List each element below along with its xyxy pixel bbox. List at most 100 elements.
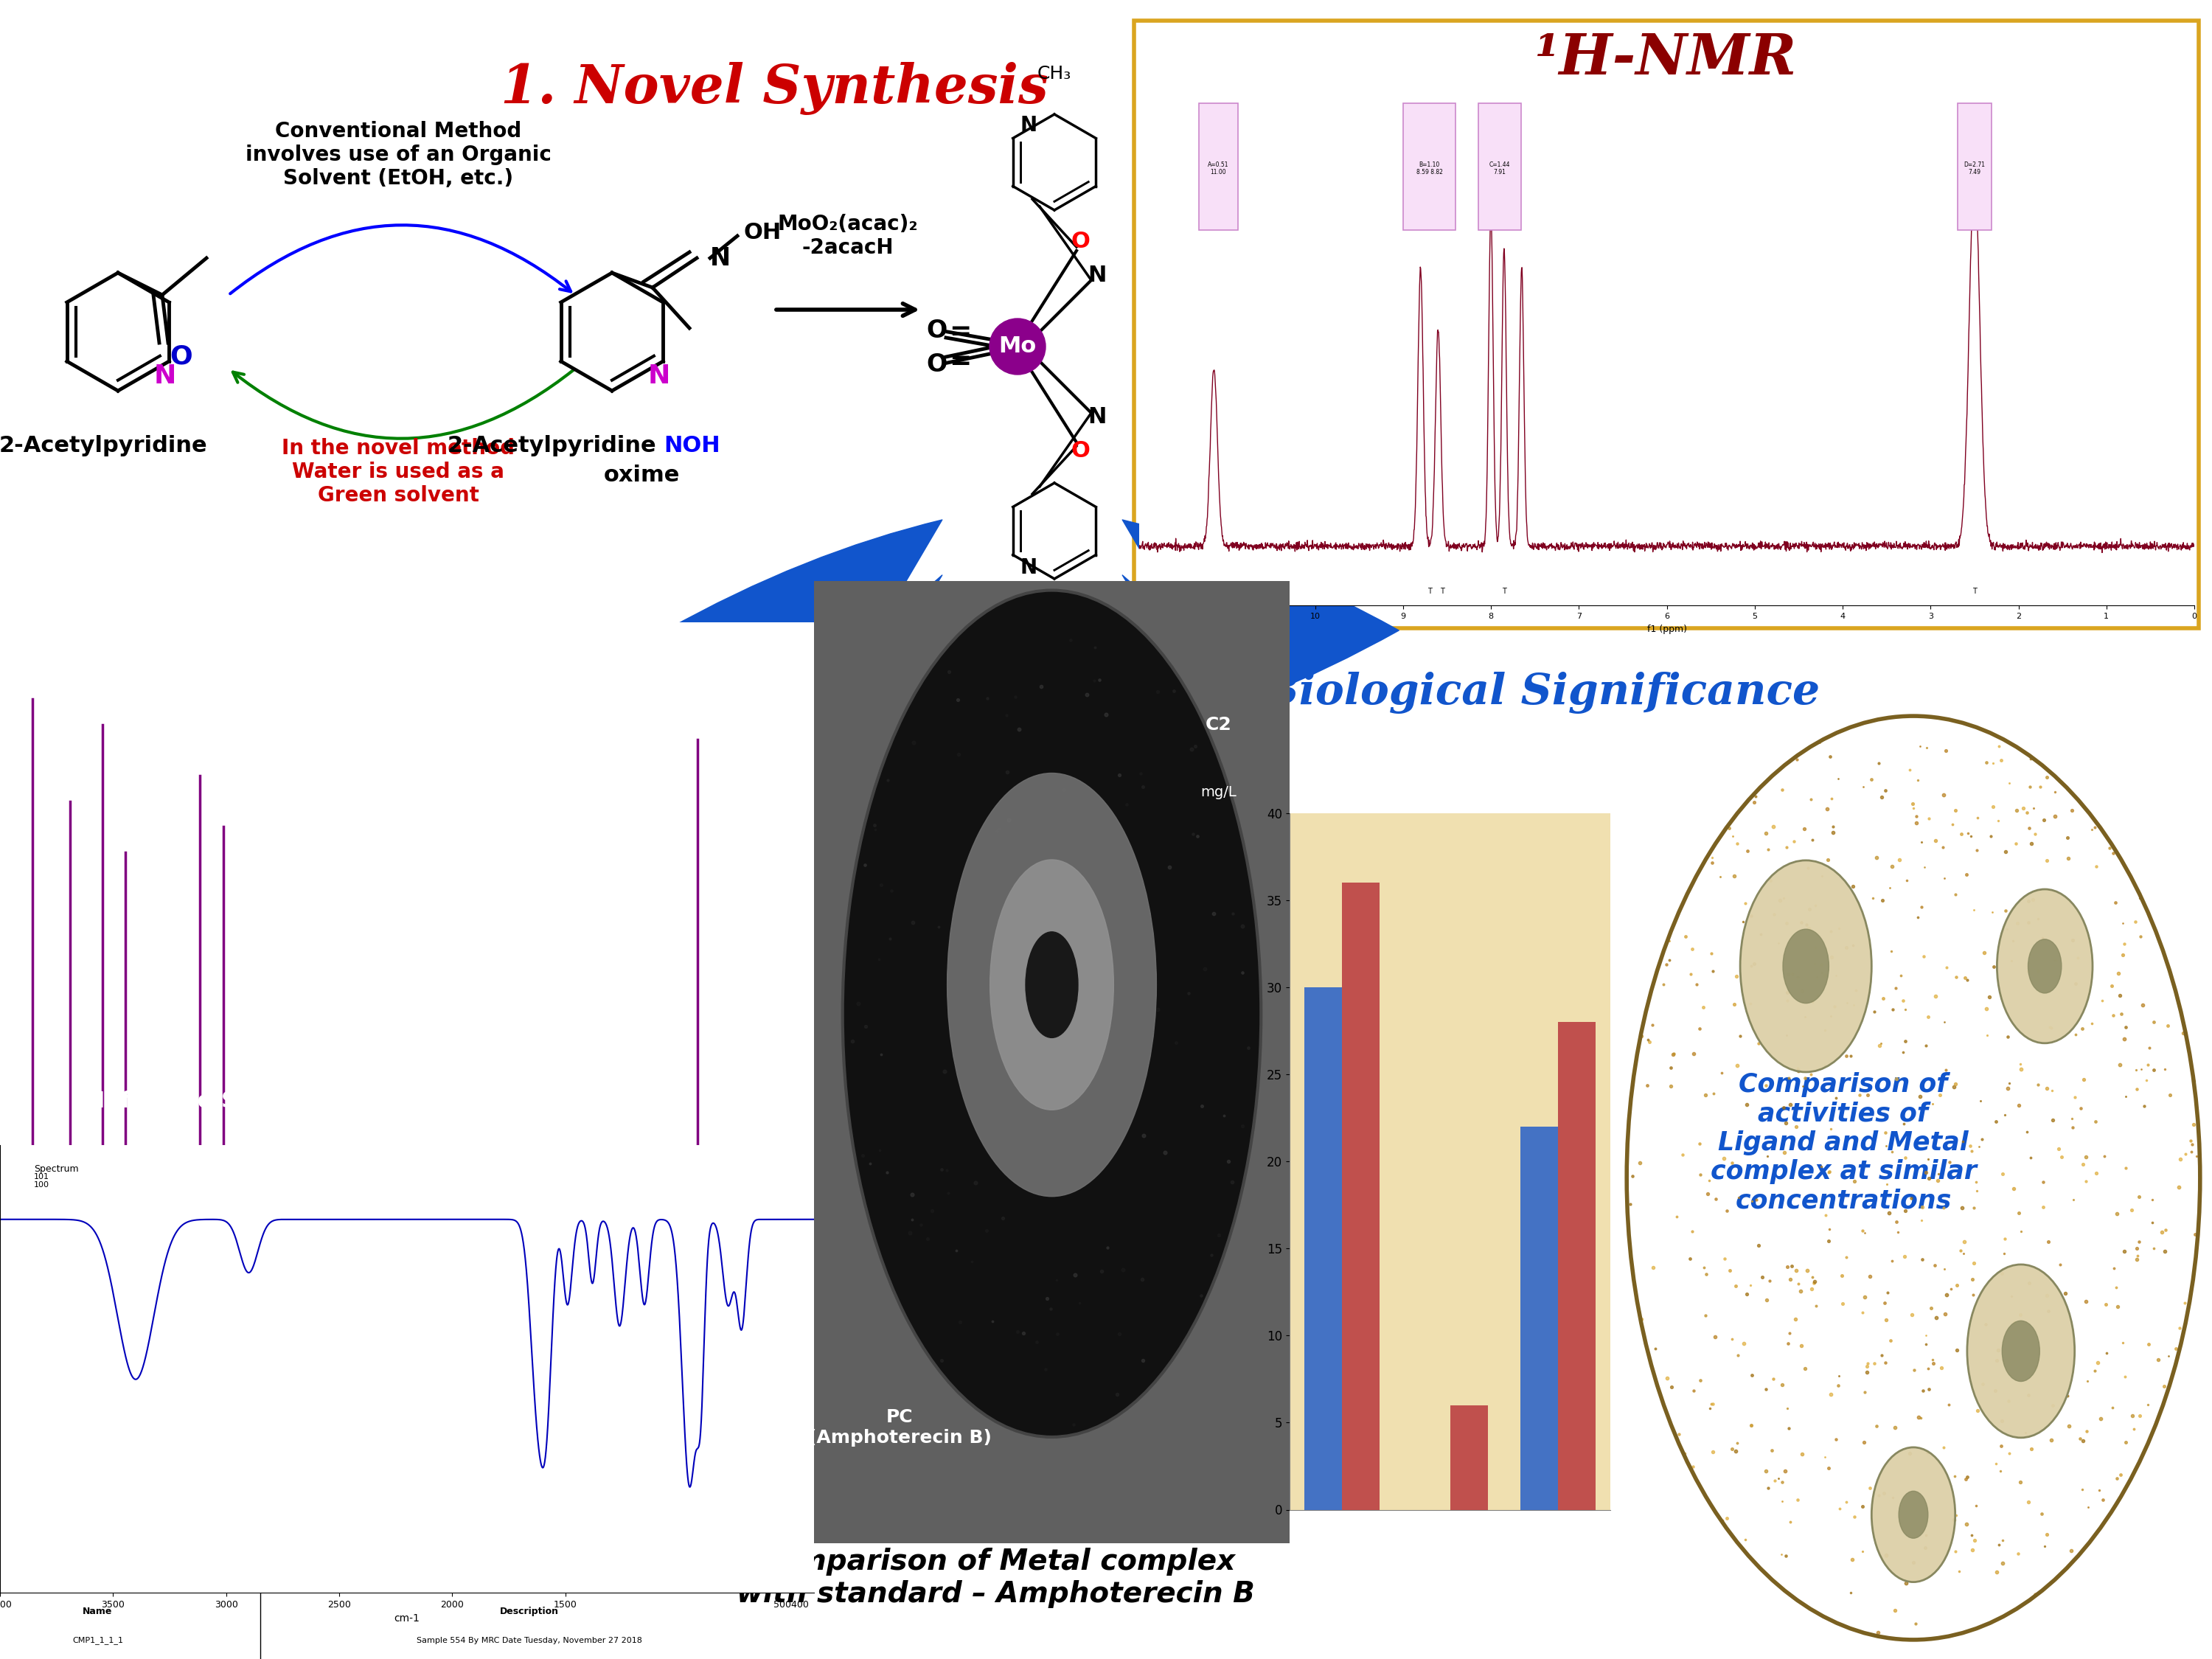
- Point: [1838, 977, 1874, 1004]
- Point: [1816, 813, 1851, 839]
- Point: [2057, 971, 2093, 997]
- Point: [1975, 899, 2011, 926]
- Point: [2177, 1221, 2212, 1248]
- Point: [1905, 830, 1940, 856]
- Point: [1845, 773, 1880, 800]
- Point: [1750, 1475, 1785, 1501]
- Point: [2026, 1170, 2062, 1196]
- Point: [2106, 931, 2141, 957]
- Point: [1927, 781, 1962, 808]
- Point: [1790, 1258, 1825, 1284]
- Point: [1652, 927, 1688, 954]
- Point: [1911, 1004, 1947, 1030]
- Point: [2011, 909, 2046, 936]
- Point: [1690, 1180, 1725, 1206]
- Bar: [1520, 1126, 1557, 1510]
- Point: [1896, 790, 1931, 816]
- Point: [1139, 679, 1175, 705]
- Point: [1940, 1337, 1975, 1364]
- Point: [2148, 1216, 2183, 1243]
- Point: [1960, 805, 1995, 831]
- Point: [1869, 1543, 1905, 1569]
- Point: [1694, 1390, 1730, 1417]
- Point: [1955, 896, 1991, 922]
- Point: [1829, 1488, 1865, 1515]
- Point: [1900, 1404, 1935, 1430]
- Point: [1807, 1443, 1843, 1470]
- Point: [1944, 821, 1980, 848]
- Point: [1694, 959, 1730, 985]
- Point: [2000, 796, 2035, 823]
- Point: [896, 730, 931, 757]
- Point: [1905, 1377, 1940, 1404]
- Point: [1756, 813, 1792, 839]
- Point: [1944, 1128, 1980, 1155]
- Point: [1896, 795, 1931, 821]
- Point: [1867, 1349, 1902, 1375]
- Point: [1798, 964, 1834, 990]
- Point: [1898, 810, 1933, 836]
- Point: [1739, 1186, 1774, 1213]
- Point: [1719, 964, 1754, 990]
- Point: [1860, 1481, 1896, 1508]
- Point: [894, 1206, 929, 1233]
- Circle shape: [1871, 1447, 1955, 1583]
- Point: [2121, 1183, 2157, 1209]
- Point: [1778, 1113, 1814, 1140]
- Point: [1708, 1246, 1743, 1272]
- Point: [1725, 1331, 1761, 1357]
- Point: [2051, 1382, 2086, 1408]
- Point: [2115, 1402, 2150, 1428]
- Point: [1792, 916, 1827, 942]
- FancyArrowPatch shape: [666, 519, 942, 742]
- Point: [2015, 795, 2051, 821]
- Point: [834, 1027, 869, 1053]
- Point: [1836, 1168, 1871, 1194]
- Point: [1955, 1249, 1991, 1276]
- Point: [1677, 1377, 1712, 1404]
- Point: [2002, 1199, 2037, 1226]
- Point: [2141, 1347, 2177, 1374]
- Point: [1672, 1246, 1708, 1272]
- Point: [1856, 999, 1891, 1025]
- Point: [975, 1309, 1011, 1335]
- Point: [1091, 1234, 1126, 1261]
- Text: Complex activity at
concentration C2: Complex activity at concentration C2: [1093, 1491, 1338, 1538]
- Point: [1905, 894, 1940, 921]
- Point: [2075, 1010, 2110, 1037]
- Point: [1982, 1531, 2017, 1558]
- Point: [958, 1170, 993, 1196]
- Text: O: O: [170, 343, 192, 368]
- Point: [2101, 961, 2137, 987]
- Text: O: O: [927, 352, 947, 377]
- Point: [1958, 1526, 1993, 1553]
- Point: [1820, 916, 1856, 942]
- Point: [2079, 1160, 2115, 1186]
- Point: [1953, 1133, 1989, 1160]
- Text: 1. Novel Synthesis: 1. Novel Synthesis: [500, 61, 1048, 114]
- Point: [2081, 1477, 2117, 1503]
- Point: [2119, 1243, 2154, 1269]
- Bar: [1557, 1022, 1595, 1510]
- Point: [2117, 909, 2152, 936]
- Point: [1927, 1301, 1962, 1327]
- Point: [1984, 1259, 2020, 1286]
- Point: [2148, 1055, 2183, 1082]
- Point: [863, 1136, 898, 1163]
- Point: [1834, 1579, 1869, 1606]
- Point: [847, 1014, 883, 1040]
- Point: [1984, 1526, 2020, 1553]
- Point: [1845, 1538, 1880, 1564]
- Point: [1905, 1208, 1940, 1234]
- Text: ¹³C-NMR: ¹³C-NMR: [228, 698, 480, 748]
- Point: [2079, 853, 2115, 879]
- Point: [1980, 1347, 2015, 1374]
- Point: [1913, 1296, 1949, 1322]
- Point: [1920, 1168, 1955, 1194]
- Point: [2013, 1145, 2048, 1171]
- Point: [1849, 1354, 1885, 1380]
- Point: [1632, 1029, 1668, 1055]
- FancyBboxPatch shape: [1135, 20, 2199, 629]
- Text: CH₃: CH₃: [1037, 65, 1071, 83]
- Point: [1947, 966, 1982, 992]
